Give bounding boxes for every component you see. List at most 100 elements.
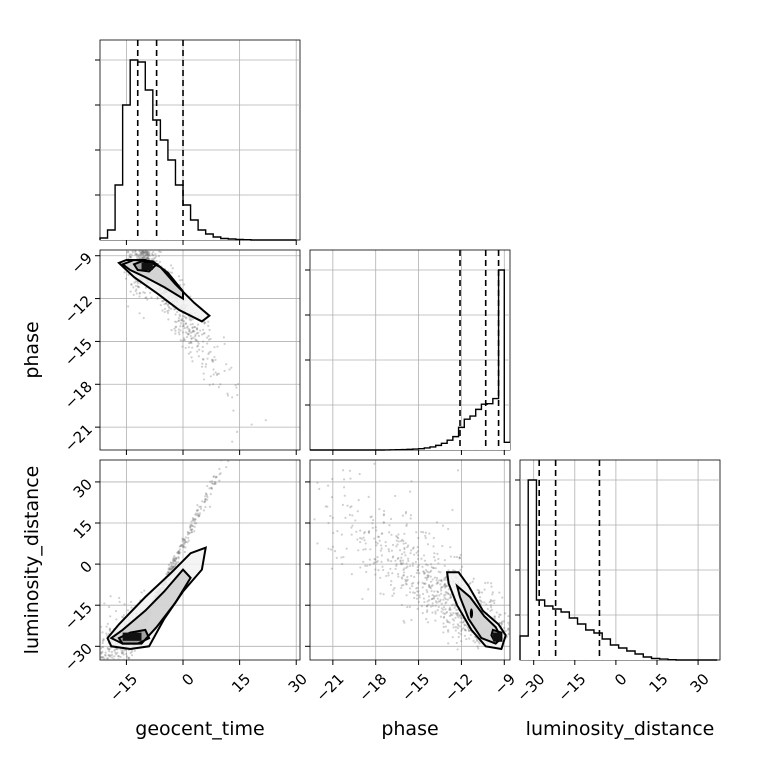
scatter-point <box>373 462 376 465</box>
scatter-point <box>190 528 193 531</box>
scatter-point <box>446 620 449 623</box>
scatter-point <box>390 549 394 552</box>
scatter-point <box>456 648 459 651</box>
scatter-point <box>413 591 416 594</box>
scatter-point <box>399 559 402 562</box>
scatter-point <box>197 334 201 337</box>
hist-bar <box>100 238 108 240</box>
scatter-point <box>402 542 405 545</box>
scatter-point <box>335 556 338 559</box>
scatter-point <box>196 509 199 512</box>
scatter-point <box>349 506 352 509</box>
scatter-point <box>129 290 132 293</box>
scatter-point <box>451 613 454 617</box>
scatter-point <box>407 559 410 563</box>
scatter-point <box>423 572 426 575</box>
scatter-point <box>472 639 475 642</box>
scatter-point <box>401 559 404 562</box>
scatter-point <box>508 623 510 626</box>
scatter-point <box>342 478 346 481</box>
scatter-point <box>390 579 393 583</box>
scatter-point <box>440 589 443 592</box>
scatter-point <box>125 655 129 658</box>
scatter-point <box>127 250 130 253</box>
x-tick-label-phase: −12 <box>441 670 476 705</box>
scatter-point <box>177 331 180 334</box>
hist-bar <box>487 403 493 450</box>
scatter-point <box>406 605 409 609</box>
y-tick-label-phase: −18 <box>61 378 96 413</box>
scatter-point <box>190 531 194 534</box>
scatter-point <box>456 612 459 615</box>
scatter-point <box>108 628 111 631</box>
scatter-group <box>117 250 267 443</box>
scatter-point <box>434 559 437 562</box>
scatter-point <box>130 253 133 256</box>
scatter-point <box>174 320 177 323</box>
scatter-point <box>440 580 443 583</box>
scatter-group <box>313 462 510 651</box>
scatter-point <box>424 576 427 579</box>
scatter-point <box>188 330 191 333</box>
scatter-point <box>127 273 130 276</box>
hist-bar <box>458 427 465 450</box>
scatter-point <box>429 580 433 583</box>
x-tick-label-luminosity_distance: −30 <box>513 670 548 705</box>
scatter-point <box>413 553 416 556</box>
scatter-point <box>442 606 446 609</box>
hist-step-phase <box>310 269 510 451</box>
scatter-point <box>218 479 221 482</box>
scatter-point <box>421 592 425 596</box>
scatter-point <box>444 625 447 628</box>
scatter-point <box>433 590 436 593</box>
scatter-point <box>117 654 120 658</box>
scatter-point <box>467 627 470 630</box>
scatter-point <box>181 319 184 322</box>
scatter-point <box>400 584 403 587</box>
scatter-point <box>400 603 404 607</box>
scatter-point <box>396 557 399 560</box>
x-tick-label-geocent_time: 15 <box>228 670 254 696</box>
scatter-point <box>167 318 170 321</box>
scatter-point <box>142 254 145 257</box>
panels-layer: −15 0 15 30 −21 −18 −15 −12 −9−30 −15 0 15 30−21−18−… <box>61 39 721 705</box>
scatter-point <box>196 327 199 330</box>
scatter-point <box>194 335 197 338</box>
scatter-point <box>369 516 372 519</box>
scatter-point <box>397 556 400 560</box>
scatter-point <box>144 296 147 300</box>
scatter-point <box>464 629 467 632</box>
scatter-point <box>374 573 377 576</box>
scatter-point <box>189 524 192 528</box>
scatter-point <box>457 631 460 635</box>
scatter-point <box>190 331 193 334</box>
scatter-point <box>176 310 179 314</box>
scatter-point <box>507 633 510 636</box>
scatter-point <box>141 251 144 254</box>
hist-bar <box>447 440 453 450</box>
scatter-point <box>403 621 406 624</box>
scatter-point <box>144 250 148 252</box>
scatter-point <box>198 505 201 508</box>
scatter-point <box>440 607 443 610</box>
scatter-point <box>215 373 219 377</box>
contour-2 <box>132 260 159 273</box>
scatter-point <box>459 615 462 618</box>
scatter-point <box>449 608 452 611</box>
scatter-point <box>174 557 177 560</box>
scatter-point <box>434 610 437 613</box>
scatter-point <box>195 509 199 512</box>
scatter-point <box>402 571 406 574</box>
scatter-point <box>439 579 443 582</box>
scatter-point <box>187 539 190 542</box>
scatter-point <box>448 596 451 600</box>
scatter-point <box>190 520 193 523</box>
scatter-point <box>196 340 200 343</box>
scatter-point <box>150 296 153 299</box>
scatter-point <box>413 596 416 600</box>
scatter-point <box>170 565 173 568</box>
scatter-point <box>421 586 424 589</box>
scatter-point <box>187 342 191 345</box>
scatter-point <box>425 610 429 613</box>
scatter-point <box>421 531 425 534</box>
